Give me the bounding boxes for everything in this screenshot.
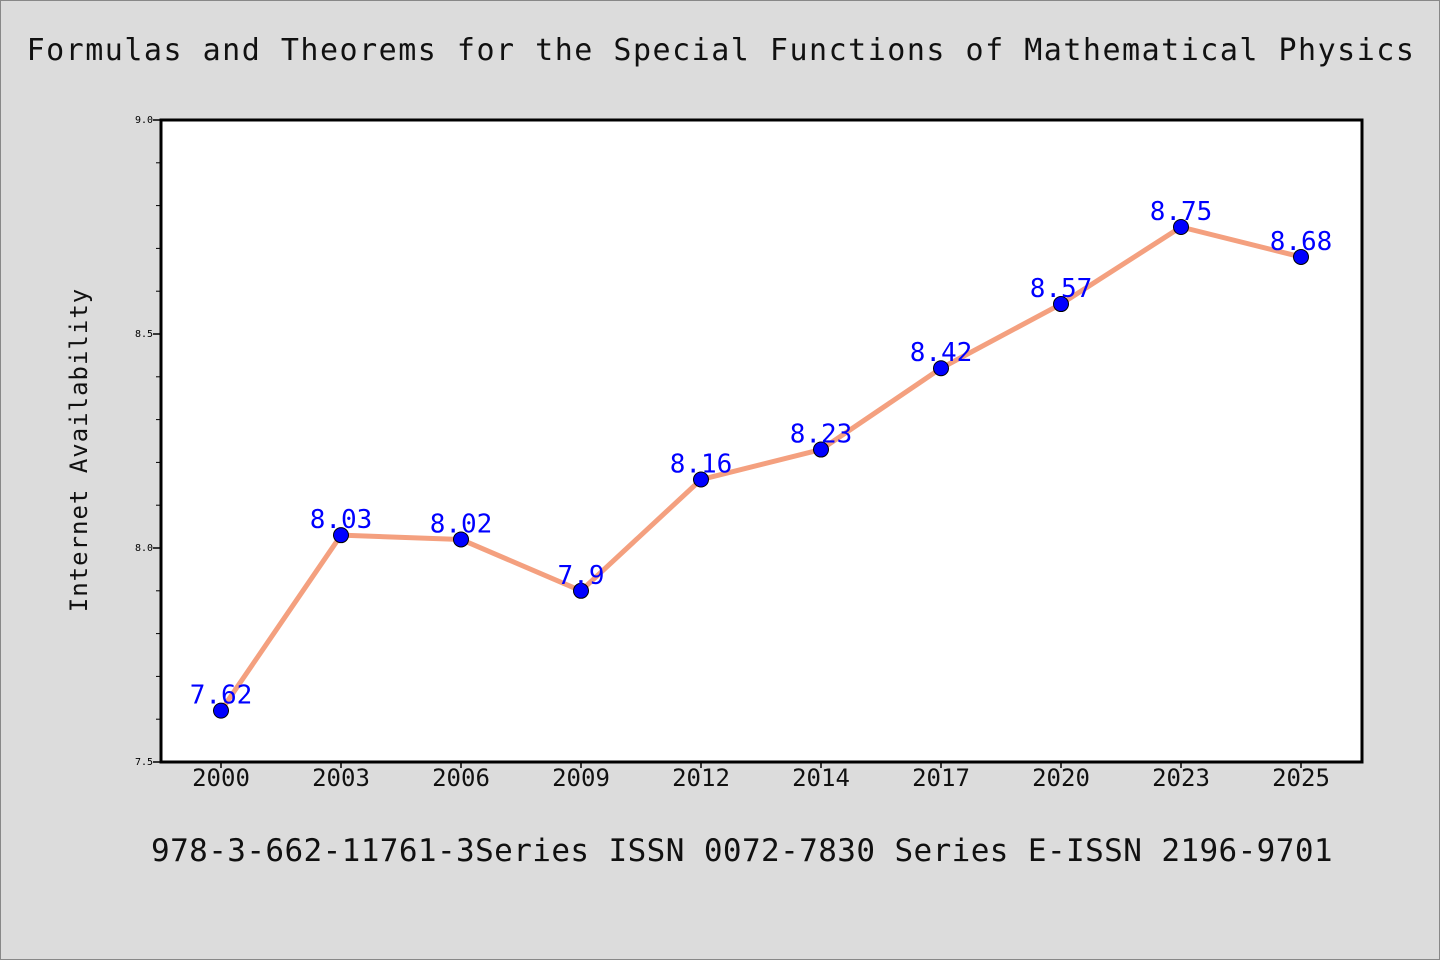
x-tick-label: 2017: [912, 764, 970, 792]
y-tick-label: 9.0: [135, 115, 153, 126]
data-point-marker: [1173, 219, 1189, 235]
data-point-marker: [213, 702, 229, 719]
data-label: 7.9: [558, 561, 605, 591]
x-tick-label: 2006: [432, 764, 490, 792]
data-point-marker: [933, 360, 949, 377]
data-point-marker: [813, 441, 829, 458]
data-label: 8.42: [910, 338, 973, 368]
data-point-marker: [693, 471, 709, 488]
x-tick-label: 2012: [672, 764, 730, 792]
x-tick-label: 2023: [1152, 764, 1210, 792]
data-label: 8.23: [790, 420, 853, 450]
footer-text: 978-3-662-11761-3Series ISSN 0072-7830 S…: [151, 833, 1333, 869]
x-tick-label: 2014: [792, 764, 850, 792]
y-tick-label: 8.0: [135, 543, 153, 554]
chart-title: Formulas and Theorems for the Special Fu…: [26, 33, 1416, 68]
data-point-marker: [1293, 248, 1309, 265]
data-label: 8.57: [1030, 274, 1093, 304]
data-label: 8.02: [430, 509, 493, 539]
data-label: 8.75: [1150, 197, 1213, 227]
data-label: 8.68: [1270, 227, 1333, 257]
y-axis: 7.5 8.0 8.5 9.0: [135, 115, 161, 768]
x-tick-label: 2000: [192, 764, 250, 792]
data-point-marker: [333, 527, 349, 544]
data-points: [213, 219, 1309, 719]
x-axis: 2000 2003 2006 2009 2012 2014 2017 2020 2023 2025: [192, 762, 1330, 792]
data-label: 8.03: [310, 505, 373, 535]
y-tick-label: 7.5: [135, 757, 153, 768]
x-tick-label: 2009: [552, 764, 610, 792]
data-point-marker: [453, 531, 469, 548]
data-label: 7.62: [190, 681, 253, 711]
data-point-marker: [1053, 296, 1069, 313]
data-labels: 7.62 8.03 8.02 7.9 8.16 8.23 8.42 8.57 8.75 8.68: [190, 197, 1333, 711]
x-tick-label: 2025: [1272, 764, 1330, 792]
data-label: 8.16: [670, 450, 733, 480]
y-tick-label: 8.5: [135, 329, 153, 340]
x-tick-label: 2020: [1032, 764, 1090, 792]
data-point-marker: [573, 582, 589, 599]
series-line: [218, 224, 1304, 714]
plot-area: [159, 118, 1364, 764]
x-tick-label: 2003: [312, 764, 370, 792]
y-axis-label: Internet Availability: [65, 288, 93, 612]
